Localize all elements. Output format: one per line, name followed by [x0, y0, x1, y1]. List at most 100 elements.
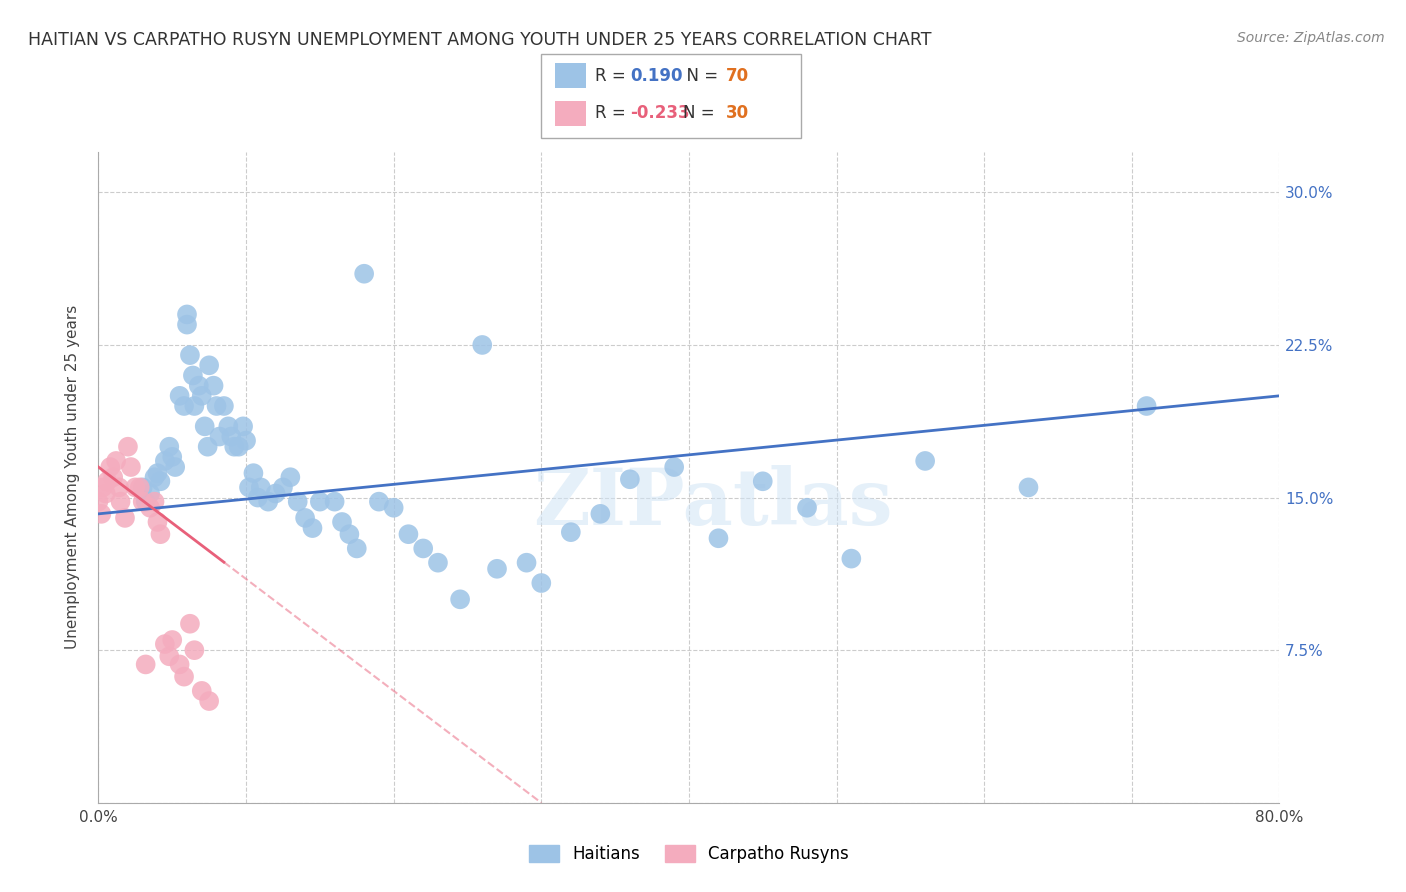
- Point: [110, 494, 132, 508]
- Point: [139, 500, 162, 515]
- Text: R =: R =: [595, 104, 631, 122]
- Point: [157, 440, 180, 454]
- Point: [91, 480, 114, 494]
- Point: [153, 454, 176, 468]
- Point: [1017, 480, 1039, 494]
- Point: [323, 494, 346, 508]
- Point: [165, 460, 187, 475]
- Point: [257, 494, 280, 508]
- Point: [530, 576, 553, 591]
- Point: [139, 486, 162, 500]
- Point: [309, 494, 332, 508]
- Text: -0.233: -0.233: [630, 104, 689, 122]
- Point: [250, 480, 273, 494]
- Text: R =: R =: [595, 67, 631, 85]
- Y-axis label: Unemployment Among Youth under 25 years: Unemployment Among Youth under 25 years: [65, 305, 80, 649]
- Point: [796, 500, 818, 515]
- Point: [179, 348, 201, 362]
- Point: [914, 454, 936, 468]
- Point: [143, 494, 166, 508]
- Point: [217, 419, 239, 434]
- Point: [382, 500, 405, 515]
- Point: [128, 480, 150, 494]
- Point: [198, 694, 221, 708]
- Point: [176, 307, 198, 321]
- Point: [162, 633, 183, 648]
- Point: [412, 541, 434, 556]
- Point: [515, 556, 537, 570]
- Point: [117, 440, 139, 454]
- Point: [212, 399, 235, 413]
- Point: [183, 399, 205, 413]
- Point: [98, 460, 121, 475]
- Point: [176, 318, 198, 332]
- Point: [87, 494, 110, 508]
- Point: [396, 527, 419, 541]
- Point: [120, 460, 142, 475]
- Point: [294, 511, 316, 525]
- Point: [90, 507, 112, 521]
- Text: 30: 30: [725, 104, 748, 122]
- Point: [108, 480, 131, 494]
- Point: [187, 378, 209, 392]
- Point: [135, 657, 157, 672]
- Point: [353, 267, 375, 281]
- Point: [181, 368, 204, 383]
- Point: [664, 460, 686, 475]
- Point: [235, 434, 257, 448]
- Point: [427, 556, 450, 570]
- Point: [194, 419, 217, 434]
- Text: 70: 70: [725, 67, 748, 85]
- Point: [208, 429, 231, 443]
- Point: [264, 486, 287, 500]
- Text: 0.190: 0.190: [630, 67, 682, 85]
- Point: [146, 515, 169, 529]
- Point: [346, 541, 368, 556]
- Point: [707, 531, 730, 545]
- Point: [339, 527, 360, 541]
- Point: [841, 551, 863, 566]
- Point: [246, 491, 269, 505]
- Text: ZIPatlas: ZIPatlas: [533, 466, 893, 541]
- Text: N =: N =: [683, 104, 720, 122]
- Point: [173, 399, 195, 413]
- Point: [149, 475, 172, 489]
- Point: [287, 494, 309, 508]
- Point: [132, 494, 155, 508]
- Point: [751, 475, 773, 489]
- Point: [149, 527, 172, 541]
- Point: [169, 657, 191, 672]
- Point: [132, 480, 155, 494]
- Point: [228, 440, 250, 454]
- Point: [202, 378, 225, 392]
- Point: [219, 429, 242, 443]
- Point: [271, 480, 294, 494]
- Point: [124, 480, 146, 494]
- Point: [103, 470, 125, 484]
- Point: [330, 515, 353, 529]
- Point: [94, 486, 117, 500]
- Point: [238, 480, 260, 494]
- Point: [224, 440, 246, 454]
- Text: Source: ZipAtlas.com: Source: ZipAtlas.com: [1237, 31, 1385, 45]
- Point: [135, 494, 157, 508]
- Point: [179, 616, 201, 631]
- Text: N =: N =: [676, 67, 724, 85]
- Point: [301, 521, 323, 535]
- Point: [169, 389, 191, 403]
- Point: [96, 475, 118, 489]
- Point: [232, 419, 254, 434]
- Legend: Haitians, Carpatho Rusyns: Haitians, Carpatho Rusyns: [522, 838, 856, 870]
- Point: [162, 450, 183, 464]
- Text: HAITIAN VS CARPATHO RUSYN UNEMPLOYMENT AMONG YOUTH UNDER 25 YEARS CORRELATION CH: HAITIAN VS CARPATHO RUSYN UNEMPLOYMENT A…: [28, 31, 932, 49]
- Point: [143, 470, 166, 484]
- Point: [560, 525, 582, 540]
- Point: [197, 440, 219, 454]
- Point: [589, 507, 612, 521]
- Point: [153, 637, 176, 651]
- Point: [173, 670, 195, 684]
- Point: [242, 466, 264, 480]
- Point: [114, 511, 136, 525]
- Point: [157, 649, 180, 664]
- Point: [278, 470, 302, 484]
